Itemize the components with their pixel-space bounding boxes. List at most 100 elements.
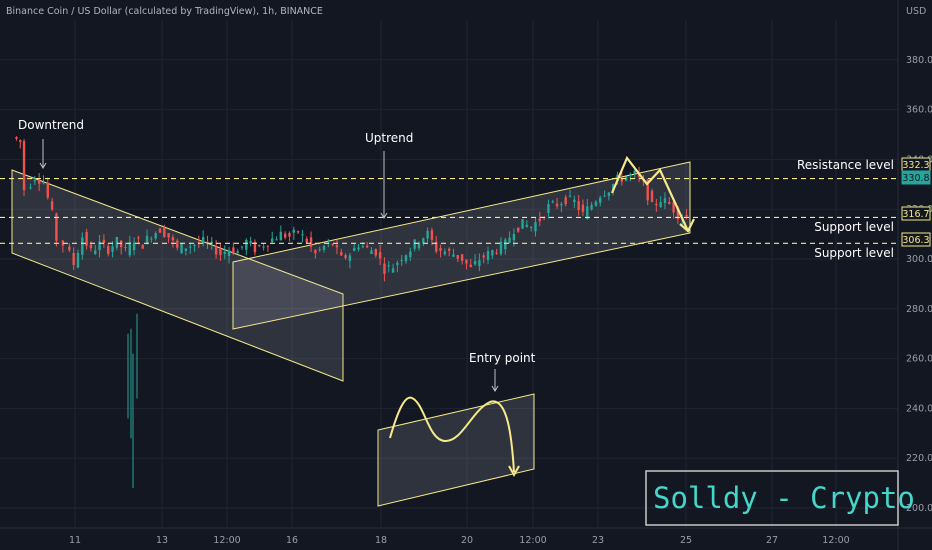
candle-body	[482, 255, 485, 258]
annotation-arrow-head	[380, 212, 388, 219]
candle-body	[15, 137, 18, 139]
candle-body	[365, 245, 369, 248]
candle-body	[383, 263, 386, 274]
annotation-label: Uptrend	[365, 131, 413, 145]
candle-body	[322, 245, 326, 250]
candle-body	[685, 214, 688, 217]
candle-body	[124, 246, 127, 248]
candle-body	[119, 240, 123, 248]
candle-body	[301, 234, 304, 236]
candle-body	[473, 261, 477, 265]
candle-body	[534, 222, 537, 232]
candle-body	[158, 228, 162, 233]
candle-body	[495, 252, 498, 254]
y-tick-label: 200.0	[906, 503, 932, 514]
symbol-title: Binance Coin / US Dollar (calculated by …	[6, 6, 323, 17]
price-tag-label: 330.8	[902, 173, 929, 184]
candle-body	[201, 236, 205, 244]
candle-body	[184, 248, 188, 251]
candle-body	[478, 260, 481, 266]
candle-body	[61, 240, 65, 246]
candle-body	[111, 246, 114, 252]
x-tick-label: 16	[286, 535, 298, 546]
x-tick-label: 20	[461, 535, 473, 546]
projection-arrow	[610, 155, 689, 232]
brand-text: Solldy - Crypto for U	[653, 481, 932, 515]
candle-body	[586, 206, 589, 219]
candle-body	[439, 247, 442, 251]
candle-body	[180, 243, 183, 254]
candle-body	[452, 254, 455, 257]
candle-body	[525, 224, 529, 227]
candle-body	[72, 252, 75, 265]
candle-body	[150, 238, 153, 240]
y-tick-label: 260.0	[906, 354, 932, 365]
candle-body	[214, 247, 218, 255]
candle-body	[296, 231, 300, 233]
candle-body	[167, 233, 170, 238]
annotations: Downtrend Uptrend Entry point Resistance le…	[18, 118, 894, 392]
candle-body	[171, 237, 175, 241]
candle-body	[107, 246, 110, 254]
candle-body	[668, 202, 671, 204]
candle-body	[508, 237, 511, 243]
candle-body	[499, 241, 503, 254]
brand-watermark: Solldy - Crypto for U	[645, 470, 932, 526]
candle-body	[292, 229, 295, 233]
candle-body	[396, 262, 399, 266]
candle-body	[29, 187, 32, 189]
x-tick-label: 12:00	[822, 535, 849, 546]
candle-body	[560, 204, 563, 206]
candle-body	[430, 230, 434, 240]
currency-label: USD	[906, 6, 926, 17]
annotation-arrow-head	[39, 162, 47, 169]
candle-body	[249, 241, 252, 244]
candle-body	[50, 201, 54, 210]
level-label: Resistance level	[797, 158, 894, 172]
candle-body	[577, 201, 580, 210]
y-tick-label: 300.0	[906, 254, 932, 265]
candle-body	[227, 250, 231, 256]
x-tick-label: 25	[680, 535, 692, 546]
candle-body	[491, 250, 494, 256]
candle-body	[486, 251, 490, 260]
candle-body	[94, 250, 97, 254]
candle-body	[469, 264, 472, 267]
y-tick-label: 240.0	[906, 403, 932, 414]
candle-body	[663, 198, 667, 204]
candle-body	[335, 245, 339, 248]
price-tag-label: 332.3	[902, 160, 929, 171]
candle-body	[37, 180, 41, 184]
candle-body	[318, 249, 321, 251]
candle-body	[210, 241, 213, 244]
candle-body	[564, 197, 567, 205]
candle-body	[141, 244, 144, 249]
candle-body	[189, 246, 192, 248]
candle-body	[456, 255, 460, 259]
level-label: Support level	[814, 220, 894, 234]
candle-body	[266, 245, 270, 247]
candle-body	[206, 241, 209, 243]
candle-body	[417, 242, 421, 249]
candle-body	[391, 268, 395, 273]
candle-body	[128, 242, 131, 256]
candle-body	[236, 251, 239, 254]
candle-body	[551, 201, 554, 203]
candle-body	[659, 202, 662, 207]
candle-body	[404, 255, 408, 262]
candle-body	[620, 177, 624, 182]
candle-body	[258, 245, 261, 247]
candle-body	[19, 140, 22, 142]
level-label: Support level	[814, 246, 894, 260]
candle-body	[370, 250, 373, 255]
candle-body	[387, 265, 390, 267]
annotation-label: Downtrend	[18, 118, 84, 132]
candle-body	[629, 174, 632, 176]
candle-body	[262, 246, 265, 248]
candle-body	[279, 231, 283, 241]
price-tags: 332.3 330.8 316.7 306.3	[901, 157, 931, 247]
candle-body	[353, 247, 356, 251]
candle-body	[413, 239, 416, 249]
candle-body	[163, 227, 166, 237]
